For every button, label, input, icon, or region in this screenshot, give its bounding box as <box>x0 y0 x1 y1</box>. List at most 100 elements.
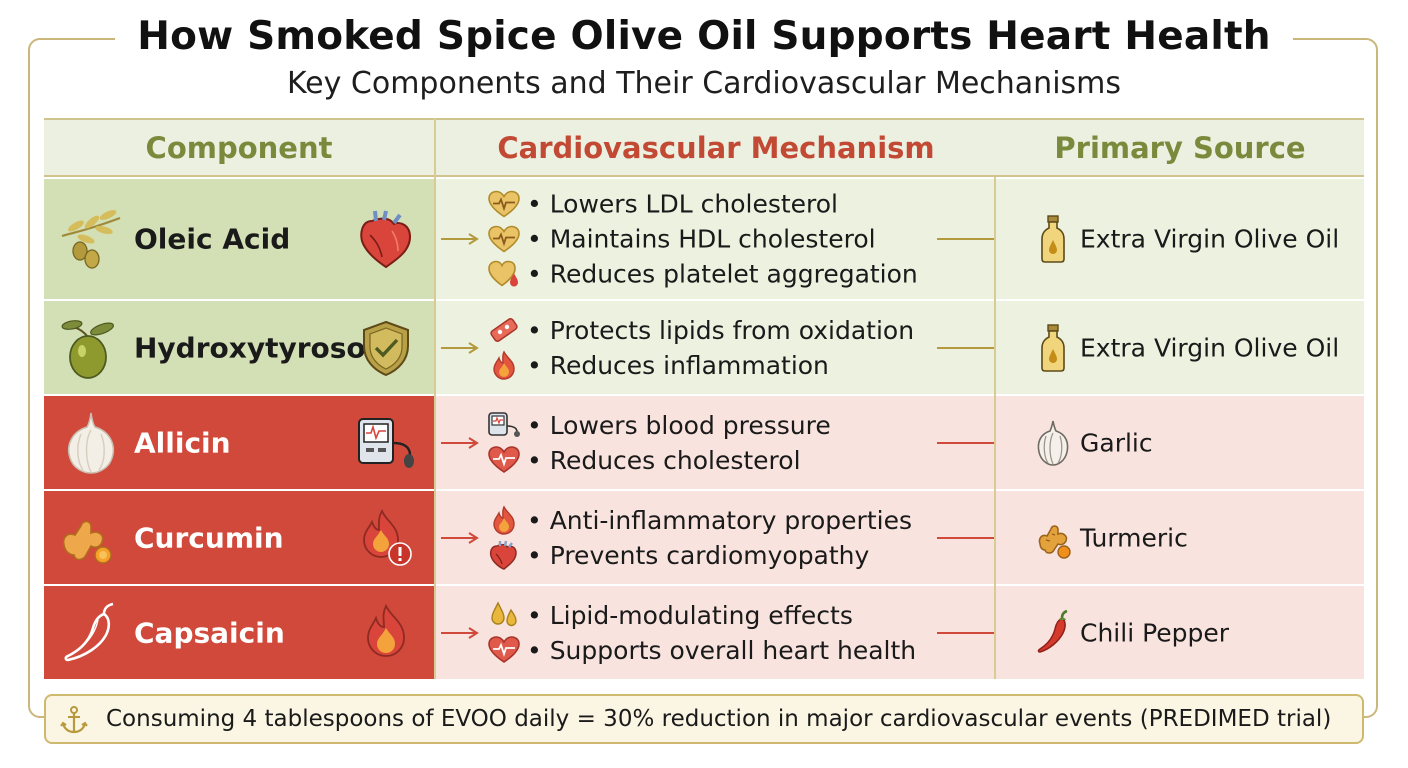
garlic-icon <box>58 410 124 476</box>
anchor-icon <box>60 706 88 734</box>
arrow-right-icon <box>441 233 479 245</box>
mechanism-item: • Lowers blood pressure <box>487 408 831 443</box>
footer-text: Consuming 4 tablespoons of EVOO daily = … <box>106 706 1332 732</box>
flame-icon <box>487 350 521 380</box>
component-name: Oleic Acid <box>134 222 291 256</box>
olive-icon <box>58 315 124 381</box>
mechanism-item: • Anti-inflammatory properties <box>487 503 912 538</box>
drops-icon <box>487 600 521 630</box>
shield-check-icon <box>356 318 416 378</box>
arrow-right-icon <box>441 341 479 354</box>
heart-pulse-icon <box>487 189 521 219</box>
heart-pulse-icon <box>487 224 521 254</box>
source-name: Extra Virgin Olive Oil <box>1080 333 1340 362</box>
heart-drop-icon <box>487 259 521 289</box>
source-name: Garlic <box>1080 428 1153 457</box>
mechanism-text: • Reduces cholesterol <box>527 445 801 475</box>
mechanism-cell: • Anti-inflammatory properties • Prevents… <box>435 491 1011 584</box>
mechanism-text: • Reduces inflammation <box>527 350 829 380</box>
mechanism-text: • Lipid-modulating effects <box>527 600 853 630</box>
anatomical-heart-icon <box>356 209 416 269</box>
source-cell: Garlic <box>996 396 1364 489</box>
mechanism-cell: • Protects lipids from oxidation • Reduce… <box>435 301 1011 394</box>
header-component: Component <box>145 131 333 165</box>
component-cell: Curcumin <box>44 491 434 584</box>
turmeric-icon <box>1034 514 1072 562</box>
flame-alert-icon <box>356 508 416 568</box>
arrow-right-icon <box>441 531 479 544</box>
mechanism-list: • Lipid-modulating effects • Supports ove… <box>487 598 916 668</box>
arrow-right-icon <box>441 436 479 449</box>
olive-oil-bottle-icon <box>1034 323 1072 372</box>
source-cell: Turmeric <box>996 491 1364 584</box>
source-cell: Extra Virgin Olive Oil <box>996 301 1364 394</box>
table-row: Allicin • Lowers blood pressure • Reduces … <box>44 396 1364 489</box>
mechanism-list: • Anti-inflammatory properties • Prevents… <box>487 503 912 573</box>
mechanism-text: • Supports overall heart health <box>527 635 917 665</box>
mechanism-list: • Lowers blood pressure • Reduces cholest… <box>487 408 831 478</box>
component-name: Hydroxytyrosol <box>134 331 376 364</box>
olive-branch-icon <box>58 206 124 272</box>
heart-pulse-icon <box>487 445 521 475</box>
blood-pressure-icon <box>487 410 521 440</box>
heart-pulse-icon <box>487 635 521 665</box>
column-divider <box>994 177 996 679</box>
source-name: Turmeric <box>1080 523 1188 552</box>
component-cell: Hydroxytyrosol <box>44 301 434 394</box>
blood-vessel-icon <box>487 315 521 345</box>
mechanism-text: • Anti-inflammatory properties <box>527 505 912 535</box>
table-row: Hydroxytyrosol • Protects lipids from oxi… <box>44 301 1364 394</box>
footer-note: Consuming 4 tablespoons of EVOO daily = … <box>44 694 1364 744</box>
source-name: Chili Pepper <box>1080 618 1230 647</box>
mechanism-item: • Lipid-modulating effects <box>487 598 916 633</box>
component-cell: Allicin <box>44 396 434 489</box>
mechanism-item: • Prevents cardiomyopathy <box>487 538 912 573</box>
table-header: Component Cardiovascular Mechanism Prima… <box>44 118 1364 177</box>
garlic-icon <box>1034 419 1072 467</box>
mechanism-text: • Lowers LDL cholesterol <box>527 189 838 219</box>
table-row: Capsaicin • Lipid-modulating effects • Sup… <box>44 586 1364 679</box>
mechanism-cell: • Lowers blood pressure • Reduces cholest… <box>435 396 1011 489</box>
mechanism-item: • Maintains HDL cholesterol <box>487 222 918 257</box>
mechanism-item: • Supports overall heart health <box>487 633 916 668</box>
mechanism-list: • Protects lipids from oxidation • Reduce… <box>487 313 914 383</box>
component-cell: Capsaicin <box>44 586 434 679</box>
page-subtitle: Key Components and Their Cardiovascular … <box>286 66 1122 101</box>
source-cell: Extra Virgin Olive Oil <box>996 179 1364 299</box>
mechanism-item: • Reduces cholesterol <box>487 443 831 478</box>
anatomical-heart-icon <box>487 540 521 570</box>
mechanism-item: • Lowers LDL cholesterol <box>487 187 918 222</box>
component-name: Curcumin <box>134 521 284 554</box>
chili-pepper-icon <box>1034 609 1072 657</box>
mechanism-text: • Lowers blood pressure <box>527 410 831 440</box>
mechanism-item: • Protects lipids from oxidation <box>487 313 914 348</box>
mechanism-cell: • Lipid-modulating effects • Supports ove… <box>435 586 1011 679</box>
mechanism-text: • Prevents cardiomyopathy <box>527 540 870 570</box>
turmeric-icon <box>58 505 124 571</box>
title-wrap: How Smoked Spice Olive Oil Supports Hear… <box>0 10 1408 64</box>
mechanism-item: • Reduces platelet aggregation <box>487 257 918 292</box>
page-title: How Smoked Spice Olive Oil Supports Hear… <box>115 10 1293 64</box>
mechanism-cell: • Lowers LDL cholesterol • Maintains HDL … <box>435 179 1011 299</box>
mechanism-item: • Reduces inflammation <box>487 348 914 383</box>
table-row: Oleic Acid • Lowers LDL cholesterol • Main… <box>44 179 1364 299</box>
component-cell: Oleic Acid <box>44 179 434 299</box>
source-cell: Chili Pepper <box>996 586 1364 679</box>
mechanism-list: • Lowers LDL cholesterol • Maintains HDL … <box>487 187 918 292</box>
mechanism-text: • Protects lipids from oxidation <box>527 315 915 345</box>
header-source: Primary Source <box>1054 131 1306 165</box>
mechanism-text: • Reduces platelet aggregation <box>527 259 918 289</box>
source-name: Extra Virgin Olive Oil <box>1080 224 1340 254</box>
flame-icon <box>487 505 521 535</box>
blood-pressure-monitor-icon <box>356 413 416 473</box>
column-divider <box>434 118 436 679</box>
olive-oil-bottle-icon <box>1034 215 1072 263</box>
component-name: Capsaicin <box>134 616 285 649</box>
component-name: Allicin <box>134 426 231 459</box>
mechanism-text: • Maintains HDL cholesterol <box>527 224 876 254</box>
table-row: Curcumin • Anti-inflammatory properties • … <box>44 491 1364 584</box>
arrow-right-icon <box>441 626 479 639</box>
header-mechanism: Cardiovascular Mechanism <box>497 131 935 165</box>
chili-pepper-outline-icon <box>58 600 124 666</box>
flame-icon <box>356 603 416 663</box>
